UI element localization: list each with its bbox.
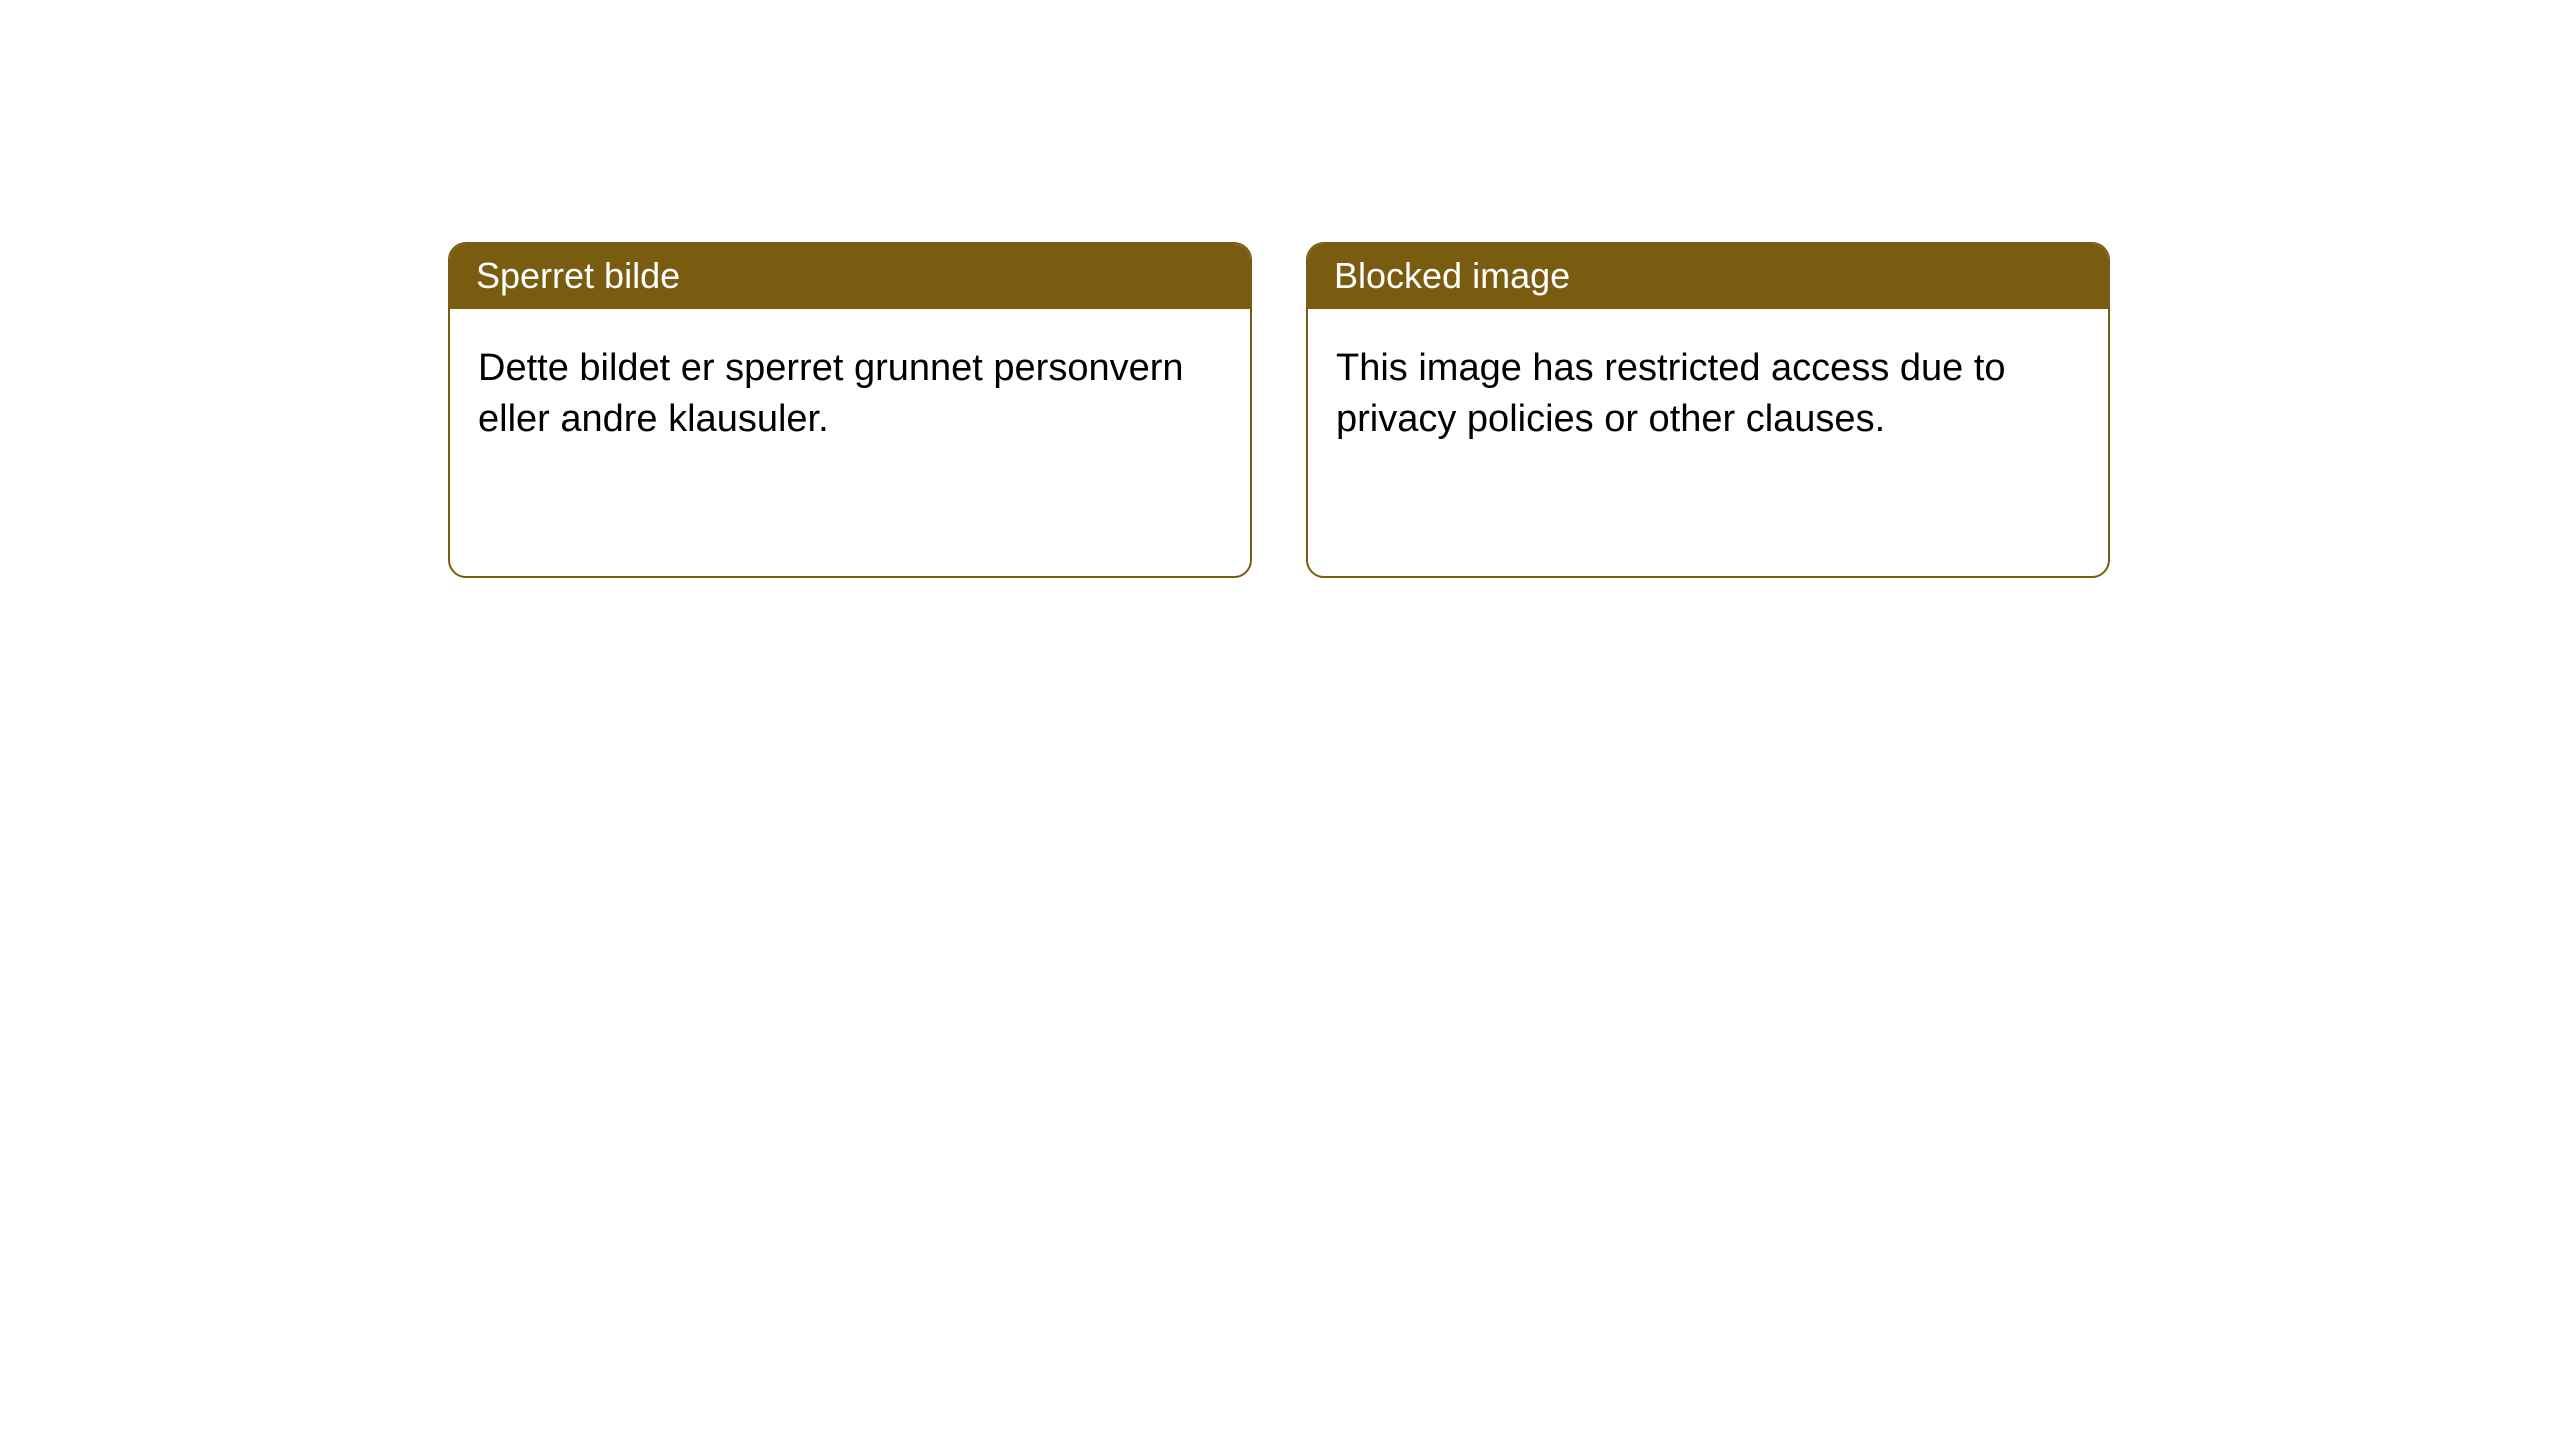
notice-card-title: Sperret bilde xyxy=(450,244,1250,309)
notice-card-title: Blocked image xyxy=(1308,244,2108,309)
notice-card-en: Blocked image This image has restricted … xyxy=(1306,242,2110,578)
notice-card-body: Dette bildet er sperret grunnet personve… xyxy=(450,309,1250,480)
notice-cards-row: Sperret bilde Dette bildet er sperret gr… xyxy=(0,0,2560,578)
notice-card-body: This image has restricted access due to … xyxy=(1308,309,2108,480)
notice-card-no: Sperret bilde Dette bildet er sperret gr… xyxy=(448,242,1252,578)
